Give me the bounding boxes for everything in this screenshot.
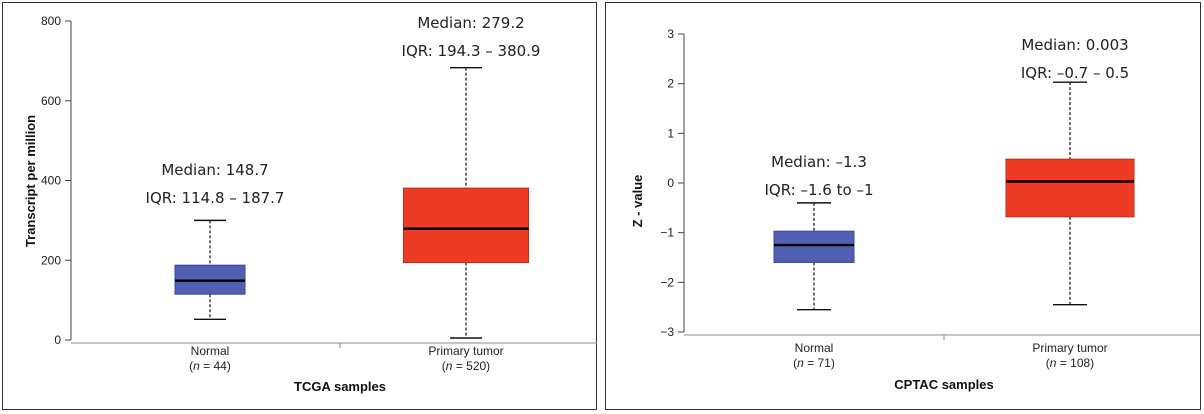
x-axis-title: CPTAC samples xyxy=(894,377,993,392)
y-tick-label: 400 xyxy=(41,174,61,188)
y-tick-label: 0 xyxy=(54,333,61,347)
x-category-label: Primary tumor xyxy=(428,344,503,358)
x-category-label: Normal xyxy=(191,344,230,358)
iqr-box xyxy=(773,230,855,263)
x-category-n-label: (n = 520) xyxy=(442,359,490,373)
tcga-boxplot: 0 200 400 600 800 Transcript per million TCGA … xyxy=(23,14,597,394)
cptac-chart-panel: −3 −2 −1 0 1 2 3 Z - value CPTAC samples Median: … xyxy=(605,2,1201,410)
median-annotation: Median: 279.2 xyxy=(417,14,524,32)
box-group-primary-tumor xyxy=(1005,81,1135,306)
median-annotation: Median: 148.7 xyxy=(161,161,268,179)
box-group-normal xyxy=(773,202,855,311)
x-category-n-label: (n = 71) xyxy=(793,356,835,370)
tcga-chart-panel: 0 200 400 600 800 Transcript per million TCGA … xyxy=(2,2,597,410)
y-tick-label: 1 xyxy=(667,126,674,140)
x-axis-title: TCGA samples xyxy=(294,379,386,394)
iqr-annotation: IQR: 194.3 – 380.9 xyxy=(402,42,541,60)
box-group-normal xyxy=(174,219,246,320)
box-group-primary-tumor xyxy=(403,66,529,339)
iqr-annotation: IQR: –0.7 – 0.5 xyxy=(1021,64,1129,82)
y-tick-label: 200 xyxy=(41,253,61,267)
iqr-annotation: IQR: 114.8 – 187.7 xyxy=(146,189,285,207)
y-axis-title: Transcript per million xyxy=(23,115,38,247)
y-tick-label: 2 xyxy=(667,77,674,91)
cptac-boxplot: −3 −2 −1 0 1 2 3 Z - value CPTAC samples Median: … xyxy=(630,27,1200,392)
x-category-label: Primary tumor xyxy=(1032,341,1107,355)
y-tick-label: −2 xyxy=(660,275,674,289)
y-tick-label: 0 xyxy=(667,176,674,190)
iqr-box xyxy=(1005,158,1135,218)
x-category-label: Normal xyxy=(795,341,834,355)
x-category-n-label: (n = 44) xyxy=(189,359,231,373)
median-annotation: Median: 0.003 xyxy=(1021,36,1128,54)
y-tick-label: −1 xyxy=(660,226,674,240)
iqr-box xyxy=(403,187,529,264)
iqr-annotation: IQR: –1.6 to –1 xyxy=(764,181,873,199)
median-annotation: Median: –1.3 xyxy=(771,153,867,171)
y-tick-label: 800 xyxy=(41,14,61,28)
y-axis-title: Z - value xyxy=(630,175,645,228)
y-tick-label: 600 xyxy=(41,94,61,108)
y-tick-label: 3 xyxy=(667,27,674,41)
x-category-n-label: (n = 108) xyxy=(1046,356,1094,370)
y-tick-label: −3 xyxy=(660,325,674,339)
